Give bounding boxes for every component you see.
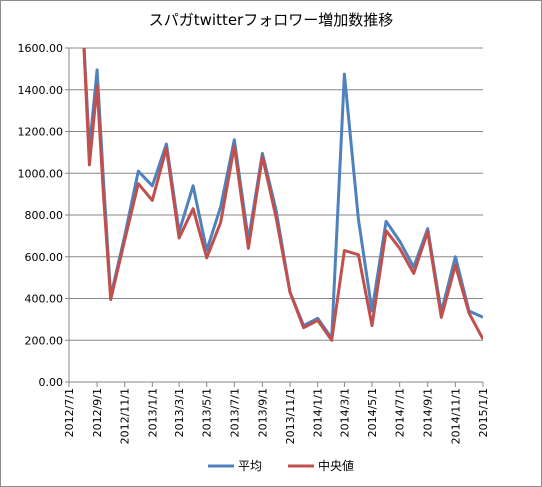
x-tick-label: 2014/7/1 bbox=[394, 388, 407, 437]
x-tick-label: 2013/3/1 bbox=[173, 388, 186, 437]
y-tick-label: 200.00 bbox=[25, 334, 64, 347]
series-line-1 bbox=[82, 48, 483, 342]
x-tick-label: 2013/1/1 bbox=[146, 388, 159, 437]
x-tick-label: 2012/7/1 bbox=[63, 388, 76, 437]
legend-label-1: 中央値 bbox=[318, 458, 354, 473]
x-tick-label: 2015/1/1 bbox=[477, 388, 490, 437]
legend-label-0: 平均 bbox=[238, 459, 262, 473]
x-tick-label: 2013/11/1 bbox=[284, 388, 297, 444]
x-tick-label: 2013/7/1 bbox=[228, 388, 241, 437]
y-tick-label: 0.00 bbox=[39, 376, 64, 389]
x-tick-label: 2012/11/1 bbox=[119, 388, 132, 444]
x-tick-label: 2014/3/1 bbox=[338, 388, 351, 437]
x-tick-label: 2014/5/1 bbox=[366, 388, 379, 437]
series-line-0 bbox=[82, 48, 483, 340]
y-tick-label: 1400.00 bbox=[18, 84, 64, 97]
y-tick-label: 400.00 bbox=[25, 293, 64, 306]
chart-title: スパガtwitterフォロワー増加数推移 bbox=[148, 11, 394, 29]
y-tick-label: 1000.00 bbox=[18, 167, 64, 180]
y-tick-label: 600.00 bbox=[25, 251, 64, 264]
x-tick-label: 2014/11/1 bbox=[449, 388, 462, 444]
y-tick-label: 1200.00 bbox=[18, 126, 64, 139]
x-tick-label: 2013/5/1 bbox=[201, 388, 214, 437]
x-tick-label: 2013/9/1 bbox=[256, 388, 269, 437]
x-tick-label: 2012/9/1 bbox=[91, 388, 104, 437]
x-tick-label: 2014/1/1 bbox=[312, 388, 325, 437]
y-tick-label: 800.00 bbox=[25, 209, 64, 222]
x-tick-label: 2014/9/1 bbox=[422, 388, 435, 437]
y-tick-label: 1600.00 bbox=[18, 42, 64, 55]
